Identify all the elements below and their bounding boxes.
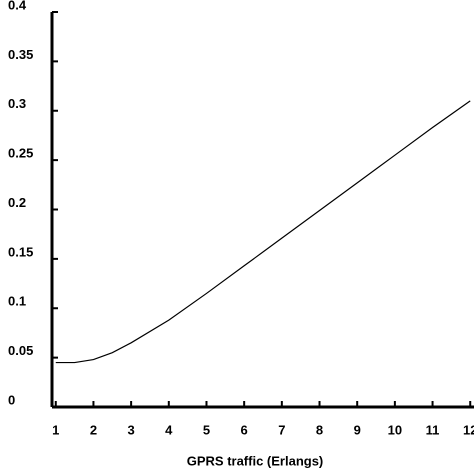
x-tick-label: 1 bbox=[52, 422, 59, 437]
y-tick-label: 0.4 bbox=[8, 0, 27, 12]
x-tick-label: 9 bbox=[354, 422, 361, 437]
y-tick-label: 0.2 bbox=[8, 195, 26, 210]
x-tick-label: 3 bbox=[128, 422, 135, 437]
line-series bbox=[55, 100, 471, 364]
x-tick-label: 10 bbox=[388, 422, 402, 437]
x-axis-label: GPRS traffic (Erlangs) bbox=[187, 453, 324, 468]
x-tick-label: 12 bbox=[463, 422, 474, 437]
x-tick-label: 4 bbox=[165, 422, 173, 437]
y-tick-label: 0.3 bbox=[8, 96, 26, 111]
x-tick-label: 5 bbox=[203, 422, 210, 437]
x-tick-label: 8 bbox=[316, 422, 323, 437]
x-tick-label: 6 bbox=[241, 422, 248, 437]
y-tick-label: 0.1 bbox=[8, 294, 26, 309]
x-tick-label: 7 bbox=[278, 422, 285, 437]
y-tick-label: 0 bbox=[8, 392, 15, 407]
x-tick-label: 11 bbox=[426, 422, 440, 437]
y-tick-label: 0.15 bbox=[8, 244, 33, 259]
x-tick-label: 2 bbox=[90, 422, 97, 437]
y-tick-label: 0.35 bbox=[8, 47, 33, 62]
y-tick-label: 0.25 bbox=[8, 146, 33, 161]
y-tick-label: 0.05 bbox=[8, 343, 33, 358]
